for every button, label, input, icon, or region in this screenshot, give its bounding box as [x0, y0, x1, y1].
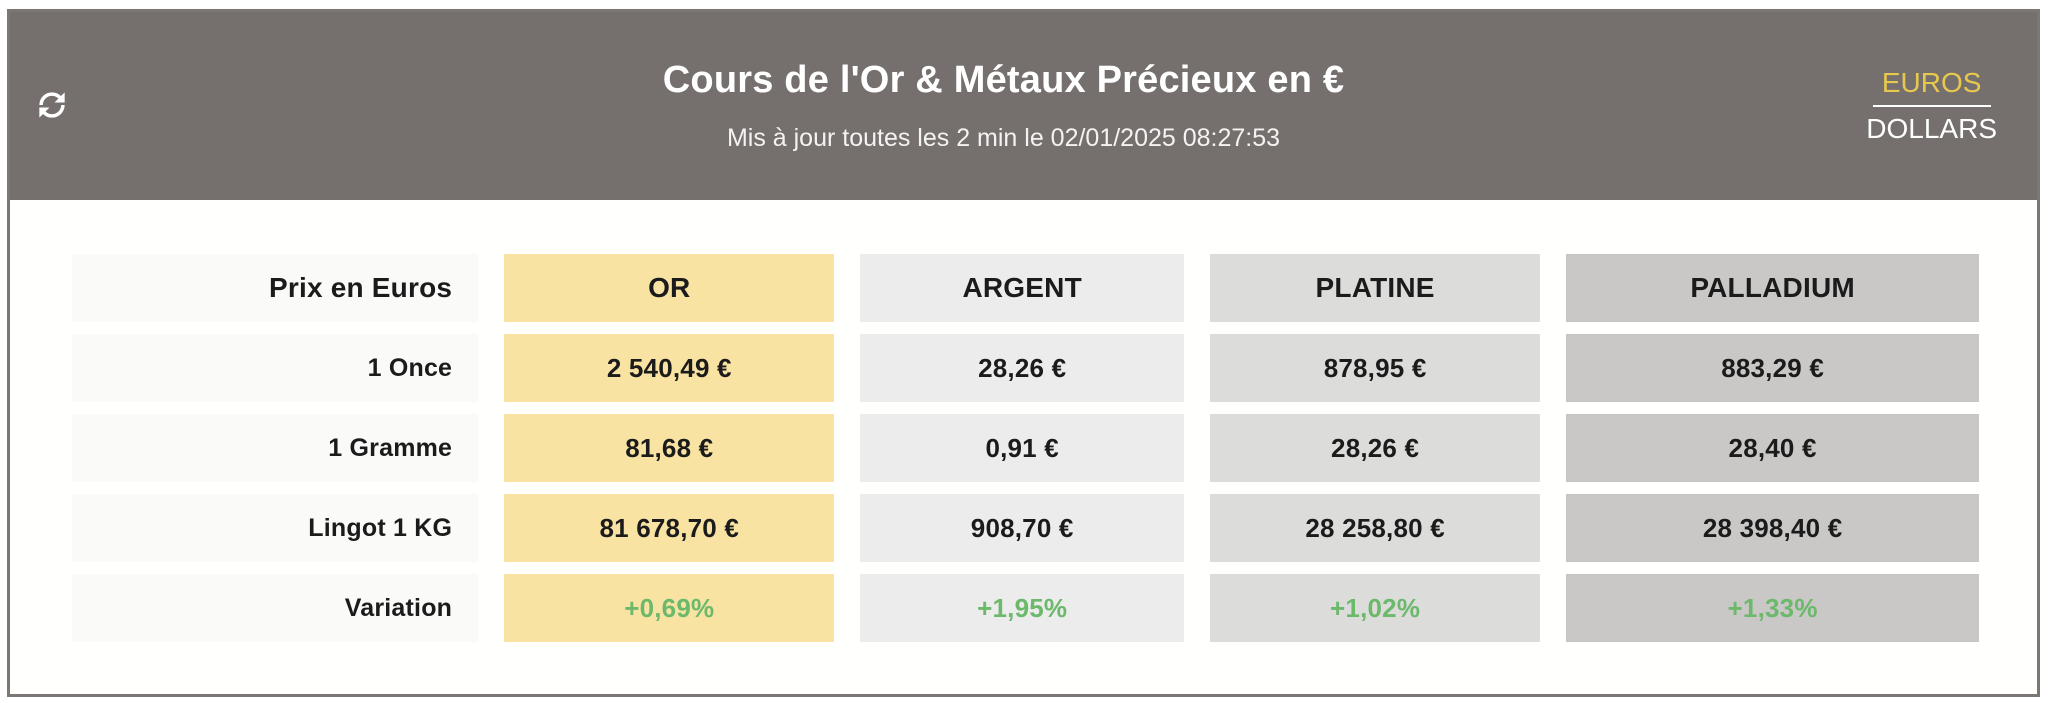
- row-label-lingot: Lingot 1 KG: [72, 494, 479, 562]
- column-header-argent: ARGENT: [860, 254, 1184, 322]
- value-argent-once: 28,26 €: [860, 334, 1184, 402]
- value-palladium-lingot: 28 398,40 €: [1566, 494, 1979, 562]
- value-platine-variation: +1,02%: [1210, 574, 1541, 642]
- row-label-variation: Variation: [72, 574, 479, 642]
- currency-option-dollars[interactable]: DOLLARS: [1864, 107, 1999, 151]
- prices-table: Prix en Euros OR ARGENT PLATINE PALLADIU…: [72, 254, 1979, 642]
- value-palladium-gramme: 28,40 €: [1566, 414, 1979, 482]
- column-header-or: OR: [504, 254, 835, 322]
- currency-toggle: EUROS DOLLARS: [1864, 61, 1999, 151]
- currency-toggle-divider: [1872, 105, 1991, 107]
- value-argent-variation: +1,95%: [860, 574, 1184, 642]
- value-palladium-variation: +1,33%: [1566, 574, 1979, 642]
- value-platine-once: 878,95 €: [1210, 334, 1541, 402]
- row-label-gramme: 1 Gramme: [72, 414, 479, 482]
- currency-option-euros[interactable]: EUROS: [1880, 61, 1984, 105]
- column-header-palladium: PALLADIUM: [1566, 254, 1979, 322]
- table-area: Prix en Euros OR ARGENT PLATINE PALLADIU…: [10, 200, 2037, 694]
- value-argent-gramme: 0,91 €: [860, 414, 1184, 482]
- table-corner-label: Prix en Euros: [72, 254, 479, 322]
- column-header-platine: PLATINE: [1210, 254, 1541, 322]
- value-or-gramme: 81,68 €: [504, 414, 835, 482]
- refresh-button[interactable]: [30, 84, 74, 128]
- last-updated-text: Mis à jour toutes les 2 min le 02/01/202…: [726, 124, 1281, 152]
- value-platine-gramme: 28,26 €: [1210, 414, 1541, 482]
- value-or-lingot: 81 678,70 €: [504, 494, 835, 562]
- row-label-once: 1 Once: [72, 334, 479, 402]
- value-or-once: 2 540,49 €: [504, 334, 835, 402]
- page-title: Cours de l'Or & Métaux Précieux en €: [662, 59, 1345, 101]
- value-platine-lingot: 28 258,80 €: [1210, 494, 1541, 562]
- value-argent-lingot: 908,70 €: [860, 494, 1184, 562]
- value-palladium-once: 883,29 €: [1566, 334, 1979, 402]
- widget-header: Cours de l'Or & Métaux Précieux en € Mis…: [10, 12, 2037, 200]
- metal-prices-widget: Cours de l'Or & Métaux Précieux en € Mis…: [7, 9, 2040, 697]
- header-titles: Cours de l'Or & Métaux Précieux en € Mis…: [10, 59, 2037, 153]
- refresh-icon: [33, 86, 71, 127]
- value-or-variation: +0,69%: [504, 574, 835, 642]
